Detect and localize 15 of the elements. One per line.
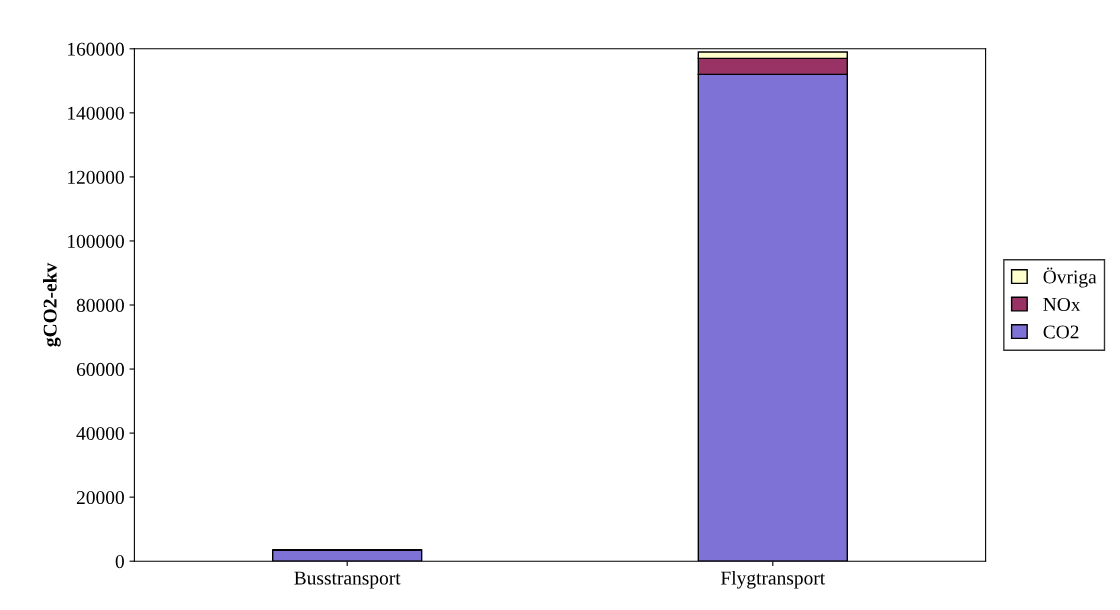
y-tick-label: 80000 xyxy=(76,298,124,312)
x-tick-label: Flygtransport xyxy=(720,570,826,589)
y-tick-label: 0 xyxy=(115,555,124,569)
y-tick-label: 160000 xyxy=(68,42,124,56)
y-axis-title: gCO2-ekv xyxy=(43,262,61,347)
x-tick-label: Busstransport xyxy=(294,571,401,589)
legend-label: Övriga xyxy=(1043,267,1097,288)
y-tick-label: 40000 xyxy=(76,426,124,441)
y-tick-label: 20000 xyxy=(76,490,124,505)
legend-label: NOx xyxy=(1043,297,1081,312)
y-tick-label: 100000 xyxy=(68,234,124,248)
y-tick-label: 120000 xyxy=(68,170,124,184)
y-tick-label: 60000 xyxy=(76,362,124,376)
y-tick-label: 140000 xyxy=(68,106,124,120)
legend-label: CO2 xyxy=(1043,325,1079,339)
